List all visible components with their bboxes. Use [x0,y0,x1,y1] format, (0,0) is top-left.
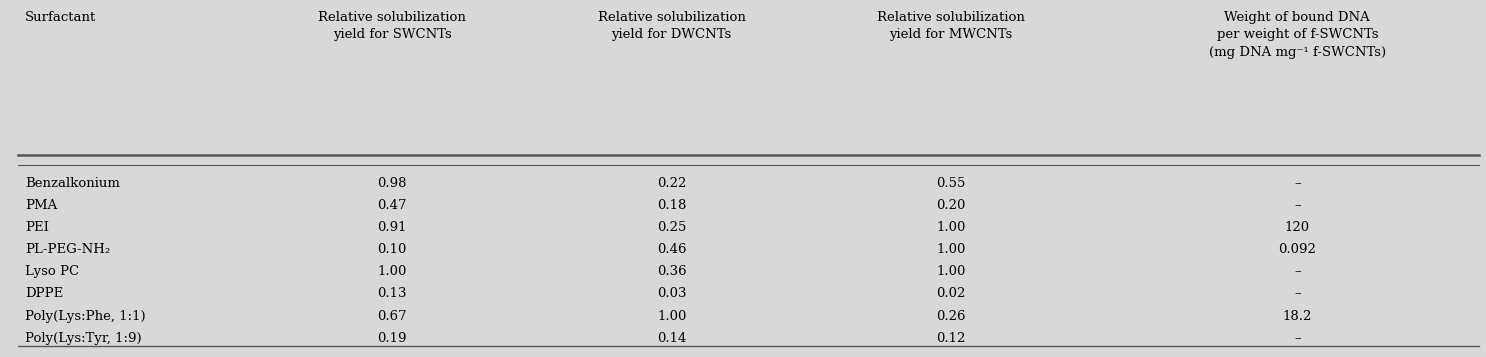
Text: 18.2: 18.2 [1282,310,1312,322]
Text: Poly(Lys:Phe, 1:1): Poly(Lys:Phe, 1:1) [25,310,146,322]
Text: 0.91: 0.91 [377,221,407,234]
Text: 0.36: 0.36 [657,265,687,278]
Text: Poly(Lys:Tyr, 1:9): Poly(Lys:Tyr, 1:9) [25,332,141,345]
Text: 0.25: 0.25 [657,221,687,234]
Text: Benzalkonium: Benzalkonium [25,177,120,190]
Text: Relative solubilization
yield for MWCNTs: Relative solubilization yield for MWCNTs [877,11,1025,41]
Text: PMA: PMA [25,199,58,212]
Text: 0.26: 0.26 [936,310,966,322]
Text: 0.092: 0.092 [1278,243,1317,256]
Text: 0.03: 0.03 [657,287,687,300]
Text: 0.14: 0.14 [657,332,687,345]
Text: 0.12: 0.12 [936,332,966,345]
Text: 0.18: 0.18 [657,199,687,212]
Text: 1.00: 1.00 [936,243,966,256]
Text: 120: 120 [1285,221,1309,234]
Text: 1.00: 1.00 [936,265,966,278]
Text: –: – [1294,332,1300,345]
Text: 1.00: 1.00 [657,310,687,322]
Text: 1.00: 1.00 [377,265,407,278]
Text: 1.00: 1.00 [936,221,966,234]
Text: 0.67: 0.67 [377,310,407,322]
Text: 0.19: 0.19 [377,332,407,345]
Text: 0.55: 0.55 [936,177,966,190]
Text: 0.98: 0.98 [377,177,407,190]
Text: DPPE: DPPE [25,287,64,300]
Text: 0.46: 0.46 [657,243,687,256]
Text: PEI: PEI [25,221,49,234]
Text: PL-PEG-NH₂: PL-PEG-NH₂ [25,243,110,256]
Text: –: – [1294,199,1300,212]
Text: 0.20: 0.20 [936,199,966,212]
Text: Relative solubilization
yield for DWCNTs: Relative solubilization yield for DWCNTs [597,11,746,41]
Text: –: – [1294,177,1300,190]
Text: 0.13: 0.13 [377,287,407,300]
Text: –: – [1294,287,1300,300]
Text: Relative solubilization
yield for SWCNTs: Relative solubilization yield for SWCNTs [318,11,467,41]
Text: Surfactant: Surfactant [25,11,97,24]
Text: 0.47: 0.47 [377,199,407,212]
Text: 0.22: 0.22 [657,177,687,190]
Text: 0.10: 0.10 [377,243,407,256]
Text: Lyso PC: Lyso PC [25,265,79,278]
Text: Weight of bound DNA
per weight of f-SWCNTs
(mg DNA mg⁻¹ f-SWCNTs): Weight of bound DNA per weight of f-SWCN… [1208,11,1386,59]
Text: 0.02: 0.02 [936,287,966,300]
Text: –: – [1294,265,1300,278]
